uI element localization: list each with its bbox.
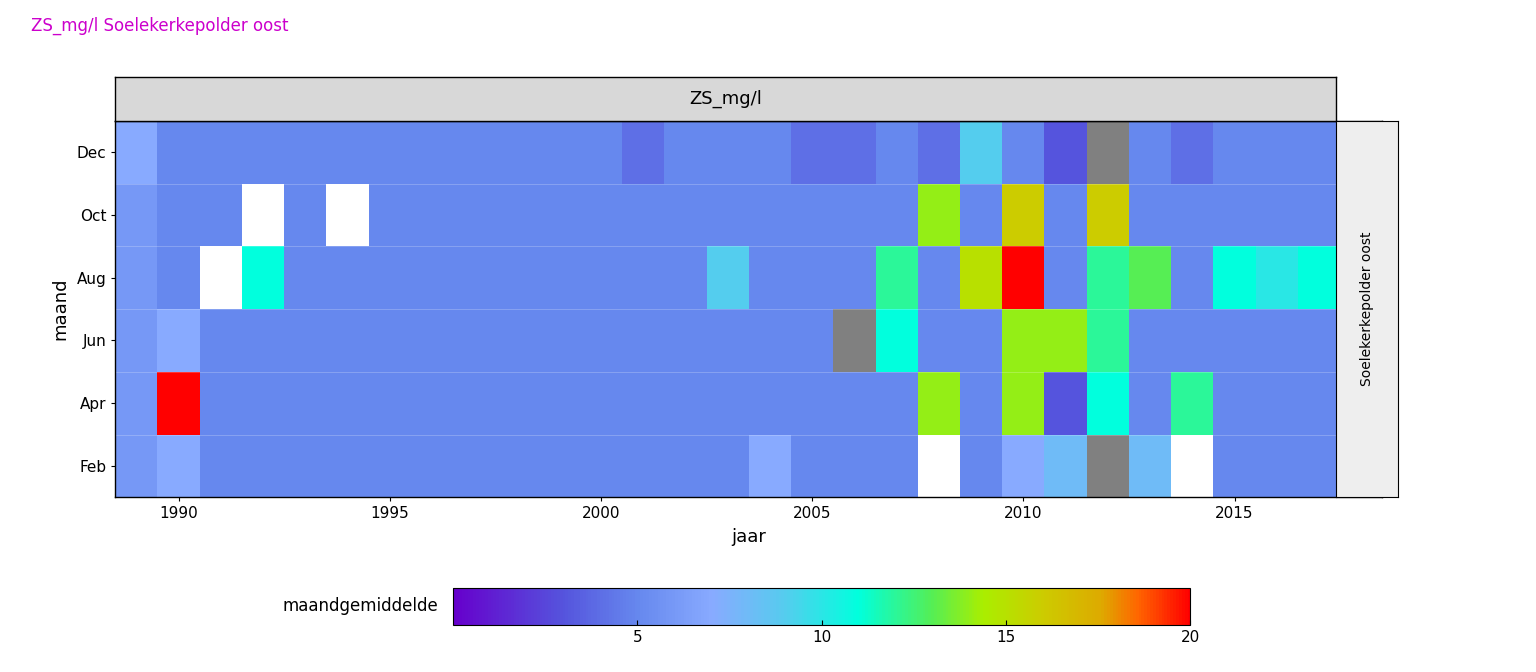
- Text: maandgemiddelde: maandgemiddelde: [283, 597, 438, 616]
- X-axis label: jaar: jaar: [731, 528, 766, 546]
- Y-axis label: maand: maand: [52, 278, 69, 341]
- Text: ZS_mg/l Soelekerkepolder oost: ZS_mg/l Soelekerkepolder oost: [31, 17, 289, 35]
- Text: Soelekerkepolder oost: Soelekerkepolder oost: [1359, 232, 1375, 386]
- Text: ZS_mg/l: ZS_mg/l: [690, 90, 762, 108]
